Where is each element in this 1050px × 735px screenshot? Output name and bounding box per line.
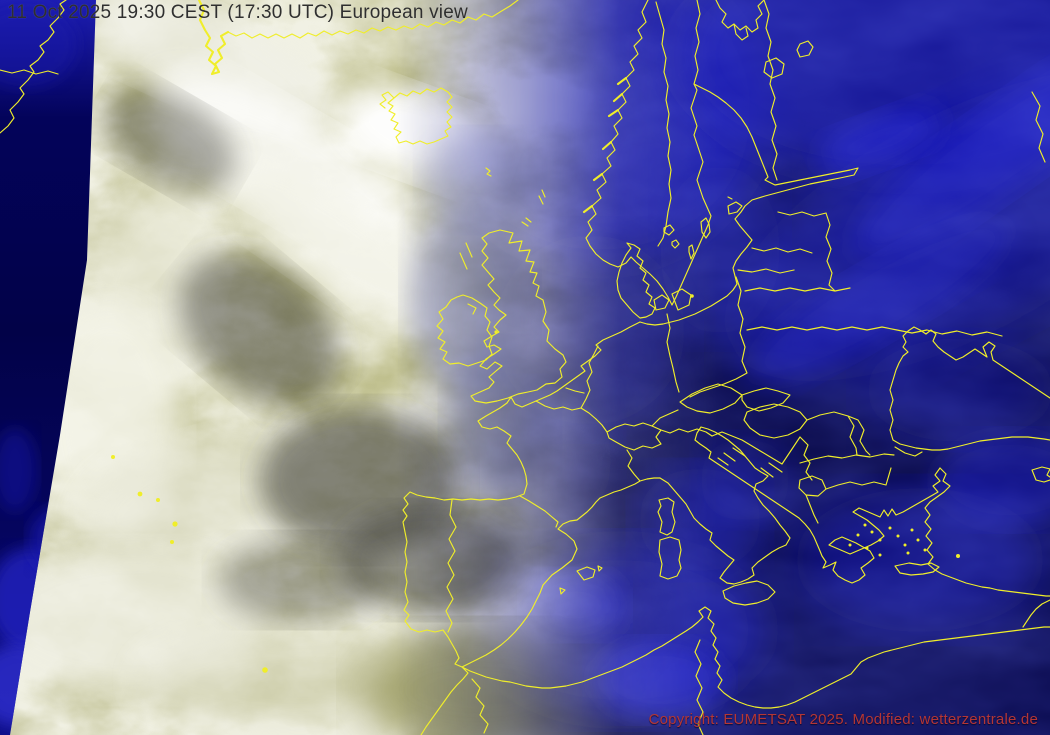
estonian-islands	[727, 196, 743, 215]
border-russia-edge	[1031, 91, 1046, 163]
lake-onega	[796, 40, 814, 58]
border-portugal-spain	[445, 499, 457, 633]
sicily	[722, 580, 776, 606]
sardinia	[658, 536, 682, 580]
dalmatian-islands	[717, 447, 783, 478]
border-slovakia	[741, 387, 791, 412]
border-algeria-tunisia	[694, 639, 704, 735]
coastline-levant	[1022, 599, 1050, 628]
border-bulgaria-greece-turkey	[799, 453, 895, 490]
faroe-islands	[485, 167, 492, 177]
border-france-italy	[626, 449, 641, 482]
sea-of-marmara	[894, 446, 923, 457]
border-sweden-finland	[693, 0, 701, 85]
border-poland-east-south	[689, 276, 748, 398]
coastline-greenland-scoresby	[197, 0, 230, 76]
border-baltic-states	[737, 211, 836, 292]
swedish-lakes	[663, 224, 680, 249]
border-rhine	[580, 407, 608, 433]
copyright-label: Copyright: EUMETSAT 2025. Modified: wett…	[648, 711, 1038, 728]
border-germany-austria-czech	[651, 383, 743, 427]
aegean-islands	[848, 523, 960, 558]
border-belarus-russia	[744, 287, 851, 292]
cyprus	[1031, 466, 1050, 483]
border-france-belgium-germany	[535, 345, 599, 411]
border-italy-austria-slovenia	[660, 428, 713, 437]
lake-ladoga	[763, 57, 785, 79]
gotland-island	[700, 217, 711, 239]
coastline-turkey-west	[924, 467, 1050, 597]
coastline-greenland	[0, 0, 67, 134]
corsica	[657, 497, 676, 536]
border-switzerland	[606, 422, 662, 451]
border-northern-ireland	[467, 303, 477, 315]
border-norway-sweden	[655, 1, 672, 247]
orkney-islands	[521, 217, 532, 227]
border-morocco-algeria	[471, 678, 489, 734]
coastline-black-sea	[889, 326, 1050, 451]
hebrides-islands	[459, 242, 473, 270]
border-ukraine-russia	[746, 326, 1003, 337]
coastline-scandinavia-baltic	[585, 0, 859, 326]
coastline-iceland	[379, 87, 453, 145]
coastline-italy	[659, 426, 791, 585]
border-germany-poland	[666, 313, 680, 393]
crete	[894, 562, 940, 576]
border-hungary	[743, 403, 808, 439]
coastline-mainland-west	[402, 321, 661, 668]
coastline-adriatic-greece	[694, 439, 941, 584]
border-romania-moldova	[806, 411, 871, 456]
coastline-greenland-northeast	[227, 0, 519, 39]
border-serbia-macedonia	[798, 436, 827, 524]
coastline-great-britain	[470, 229, 567, 404]
oland-island	[688, 244, 695, 260]
border-finland-russia	[763, 0, 778, 181]
balearic-islands	[559, 565, 603, 595]
coastline-north-africa	[420, 606, 1050, 735]
border-pyrenees	[519, 495, 559, 528]
country-borders	[445, 0, 1046, 633]
day-cloud-bands	[0, 0, 600, 735]
shetland-islands	[538, 189, 546, 205]
norway-fjords	[582, 76, 628, 214]
isle-of-man	[494, 330, 498, 334]
timestamp-label: 11 Oct 2025 19:30 CEST (17:30 UTC) Europ…	[7, 2, 468, 23]
border-croatia-bosnia-serbia	[711, 431, 801, 465]
day-clouds-layer	[0, 0, 720, 735]
coastline-denmark	[616, 242, 656, 319]
coastline-greenland-inner	[0, 69, 59, 75]
coastline-ireland	[436, 294, 493, 367]
danish-islands	[653, 288, 692, 311]
azores-madeira-islands	[111, 455, 268, 673]
coastline-white-sea	[715, 0, 765, 41]
